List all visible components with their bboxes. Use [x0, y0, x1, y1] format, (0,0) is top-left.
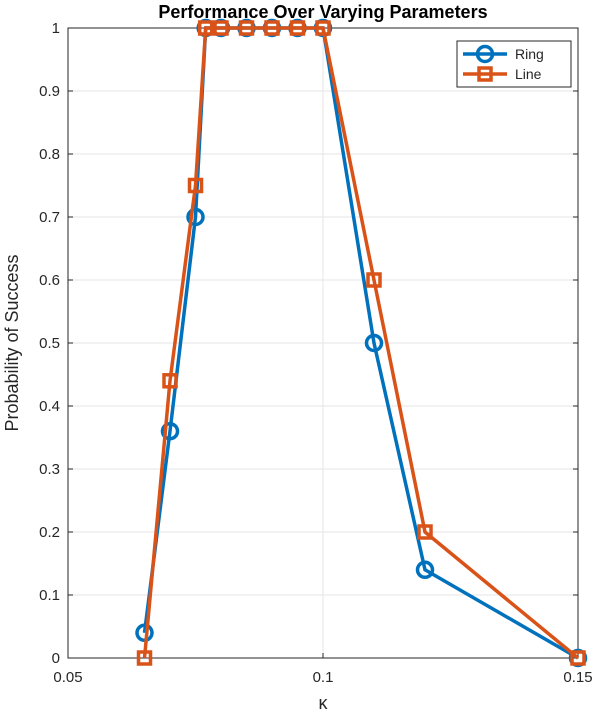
line-data-point	[162, 373, 178, 389]
line-data-point	[187, 177, 204, 194]
y-tick-label: 0.7	[39, 209, 60, 226]
line-data-point	[315, 20, 331, 36]
y-tick-label: 0.6	[39, 272, 60, 289]
legend-box	[456, 40, 572, 88]
grid-lines	[67, 27, 579, 659]
legend-line-label: Line	[515, 66, 542, 82]
y-tick-label: 0.1	[39, 587, 60, 604]
x-axis-label: κ	[319, 693, 329, 713]
y-tick-label: 0.5	[39, 335, 60, 352]
y-tick-label: 0.2	[39, 524, 60, 541]
x-tick-label: 0.1	[313, 669, 334, 686]
line-data-point	[136, 650, 153, 666]
y-tick-label: 0.3	[39, 461, 60, 478]
chart-title: Performance Over Varying Parameters	[158, 2, 487, 22]
y-tick-label: 1	[52, 20, 60, 37]
line-series-line	[142, 26, 580, 660]
line-data-point	[197, 20, 214, 36]
y-tick-label: 0.8	[39, 146, 60, 163]
legend-line-marker	[477, 66, 493, 82]
y-tick-label: 0.4	[39, 398, 60, 415]
y-tick-label: 0.9	[39, 83, 60, 100]
ring-data-point	[160, 421, 180, 441]
x-tick-label: 0.15	[563, 669, 592, 686]
series-layer	[135, 18, 588, 668]
line-data-point	[238, 20, 255, 36]
x-tick-label: 0.05	[53, 669, 82, 686]
y-axis-label: Probability of Success	[2, 254, 22, 431]
ring-data-point	[186, 207, 205, 227]
line-data-point	[289, 20, 306, 36]
line-data-point	[366, 272, 382, 288]
line-data-point	[570, 650, 586, 666]
y-tick-label: 0	[52, 650, 60, 667]
legend-ring-marker	[475, 44, 495, 64]
ring-data-point	[415, 560, 435, 580]
line-data-point	[213, 20, 229, 36]
legend: Ring Line	[456, 40, 572, 88]
axis-ticks: 0 0.1 0.2 0.3 0.4 0.5 0.6 0.7 0.8 0.9 1 0.05 0.1 0.15	[39, 20, 592, 686]
line-data-point	[264, 20, 280, 36]
legend-ring-label: Ring	[515, 46, 544, 62]
ring-data-point	[364, 333, 384, 353]
line-data-point	[417, 524, 433, 540]
